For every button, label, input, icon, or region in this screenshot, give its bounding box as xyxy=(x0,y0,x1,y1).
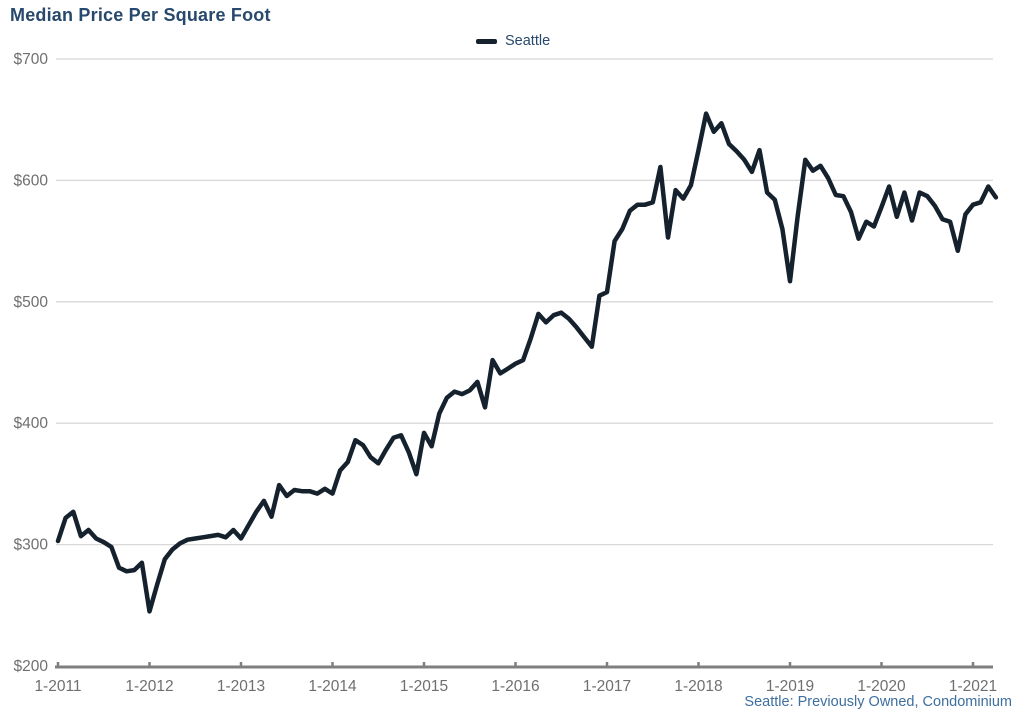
x-axis-label-1-2018: 1-2018 xyxy=(674,678,722,695)
y-axis-label-300: $300 xyxy=(14,537,49,554)
x-axis-label-1-2021: 1-2021 xyxy=(949,678,997,695)
x-axis-label-1-2011: 1-2011 xyxy=(34,678,81,695)
source-note: Seattle: Previously Owned, Condominium xyxy=(744,694,1012,710)
x-axis-label-1-2017: 1-2017 xyxy=(583,678,631,695)
x-axis-label-1-2012: 1-2012 xyxy=(125,678,173,695)
legend-swatch-seattle-icon xyxy=(476,38,497,44)
legend: Seattle xyxy=(476,33,550,49)
x-axis-label-1-2019: 1-2019 xyxy=(766,678,814,695)
y-axis-label-200: $200 xyxy=(14,658,49,675)
y-axis-label-400: $400 xyxy=(14,415,49,432)
y-axis-label-700: $700 xyxy=(14,51,49,68)
x-axis-label-1-2015: 1-2015 xyxy=(400,678,448,695)
chart-title: Median Price Per Square Foot xyxy=(10,5,271,25)
series-line-seattle xyxy=(55,111,999,614)
x-axis-label-1-2014: 1-2014 xyxy=(308,678,357,695)
y-axis-label-500: $500 xyxy=(14,294,49,311)
legend-label-seattle: Seattle xyxy=(505,33,551,49)
x-axis-label-1-2013: 1-2013 xyxy=(217,678,265,695)
x-axis-label-1-2016: 1-2016 xyxy=(491,678,539,695)
y-axis-label-600: $600 xyxy=(14,172,49,189)
x-axis-label-1-2020: 1-2020 xyxy=(857,678,906,695)
